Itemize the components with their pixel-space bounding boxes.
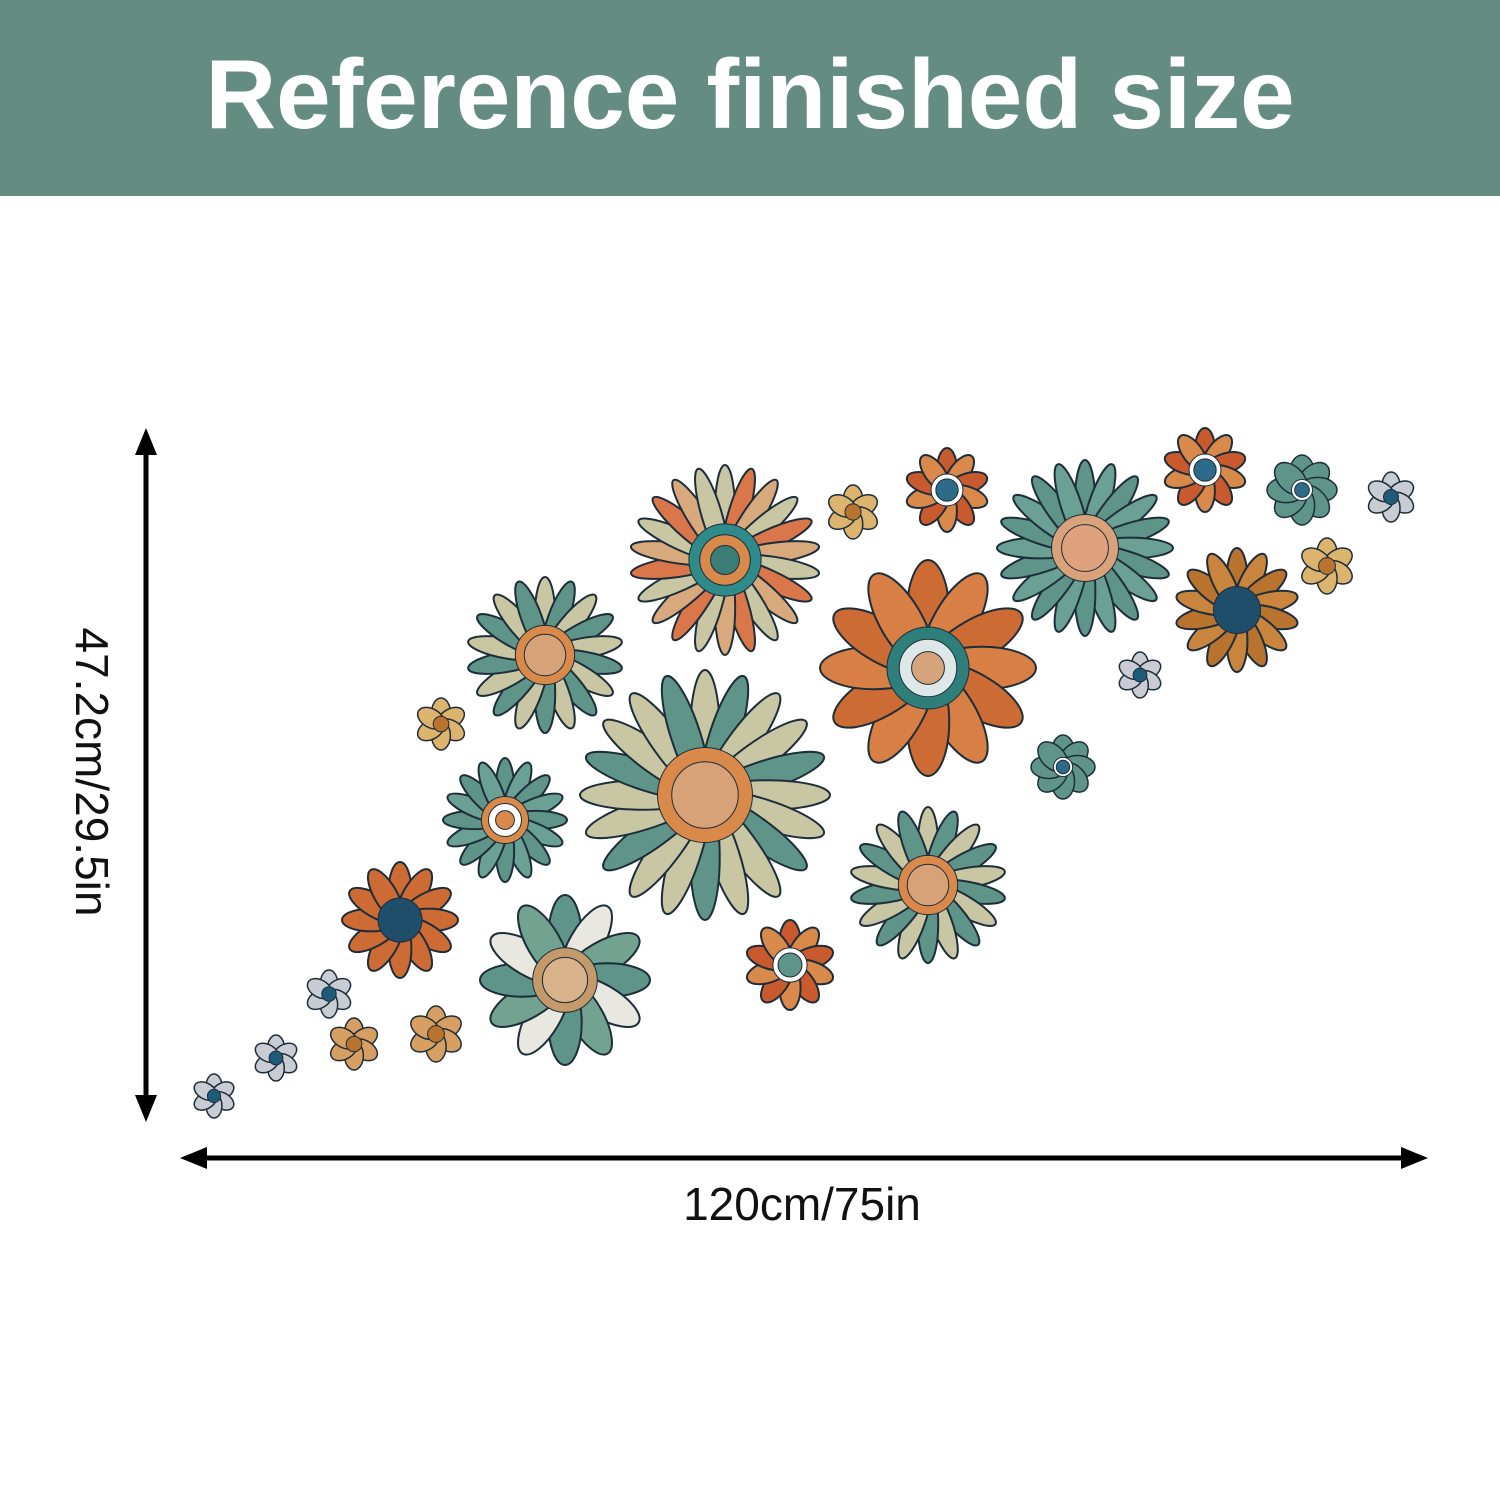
- flower-center: [206, 1088, 222, 1104]
- flower: [827, 484, 879, 540]
- flower: [905, 447, 989, 533]
- arrow-head: [135, 428, 157, 455]
- flower-center: [710, 545, 740, 575]
- flower: [306, 969, 352, 1019]
- flower: [193, 1073, 235, 1119]
- header-banner: [0, 0, 1500, 196]
- arrow-head: [1401, 1147, 1428, 1169]
- flower-center: [1055, 759, 1071, 775]
- flower: [579, 669, 831, 921]
- flower-decal-layout: [193, 427, 1415, 1119]
- height-label: 47.2cm/29.5in: [66, 628, 118, 917]
- header-title: Reference finished size: [205, 39, 1294, 149]
- flower-center: [1318, 557, 1336, 575]
- flower: [479, 894, 651, 1066]
- flower-center: [541, 956, 589, 1004]
- width-label: 120cm/75in: [683, 1178, 921, 1230]
- flower: [1030, 734, 1096, 800]
- width-arrow: [180, 1147, 1428, 1169]
- flower-center: [1132, 667, 1148, 683]
- flower: [341, 861, 459, 979]
- flower: [1301, 537, 1353, 595]
- flower-center: [777, 952, 803, 978]
- flower: [1163, 427, 1247, 513]
- flower-center: [906, 863, 950, 907]
- flower-center: [495, 810, 515, 830]
- height-arrow: [135, 428, 157, 1122]
- arrow-head: [180, 1147, 207, 1169]
- flower: [410, 1005, 462, 1063]
- flower: [1175, 547, 1299, 673]
- flower-center: [377, 897, 423, 943]
- flower-center: [345, 1035, 363, 1053]
- flower: [442, 757, 568, 883]
- flower: [629, 464, 821, 656]
- flower-center: [1212, 585, 1262, 635]
- flower: [467, 576, 623, 734]
- flower-center: [1294, 482, 1310, 498]
- flower-center: [911, 651, 945, 685]
- arrow-head: [135, 1095, 157, 1122]
- flower-center: [671, 761, 739, 829]
- flower-center: [268, 1050, 284, 1066]
- flower-center: [844, 503, 862, 521]
- flower-center: [1193, 458, 1217, 482]
- flower: [1266, 454, 1338, 526]
- flower-center: [935, 478, 959, 502]
- flower: [745, 919, 835, 1011]
- flower: [329, 1017, 379, 1071]
- flower-center: [432, 715, 450, 733]
- flower: [1367, 471, 1415, 523]
- flower-center: [1383, 489, 1399, 505]
- flower: [996, 459, 1174, 637]
- flower-center: [427, 1025, 445, 1043]
- flower: [416, 697, 466, 751]
- flower-center: [1061, 524, 1109, 572]
- flower-center: [321, 986, 337, 1002]
- flower: [850, 806, 1006, 964]
- flower: [1118, 651, 1162, 699]
- flower-center: [523, 633, 567, 677]
- flower: [819, 559, 1037, 777]
- flower: [254, 1034, 298, 1082]
